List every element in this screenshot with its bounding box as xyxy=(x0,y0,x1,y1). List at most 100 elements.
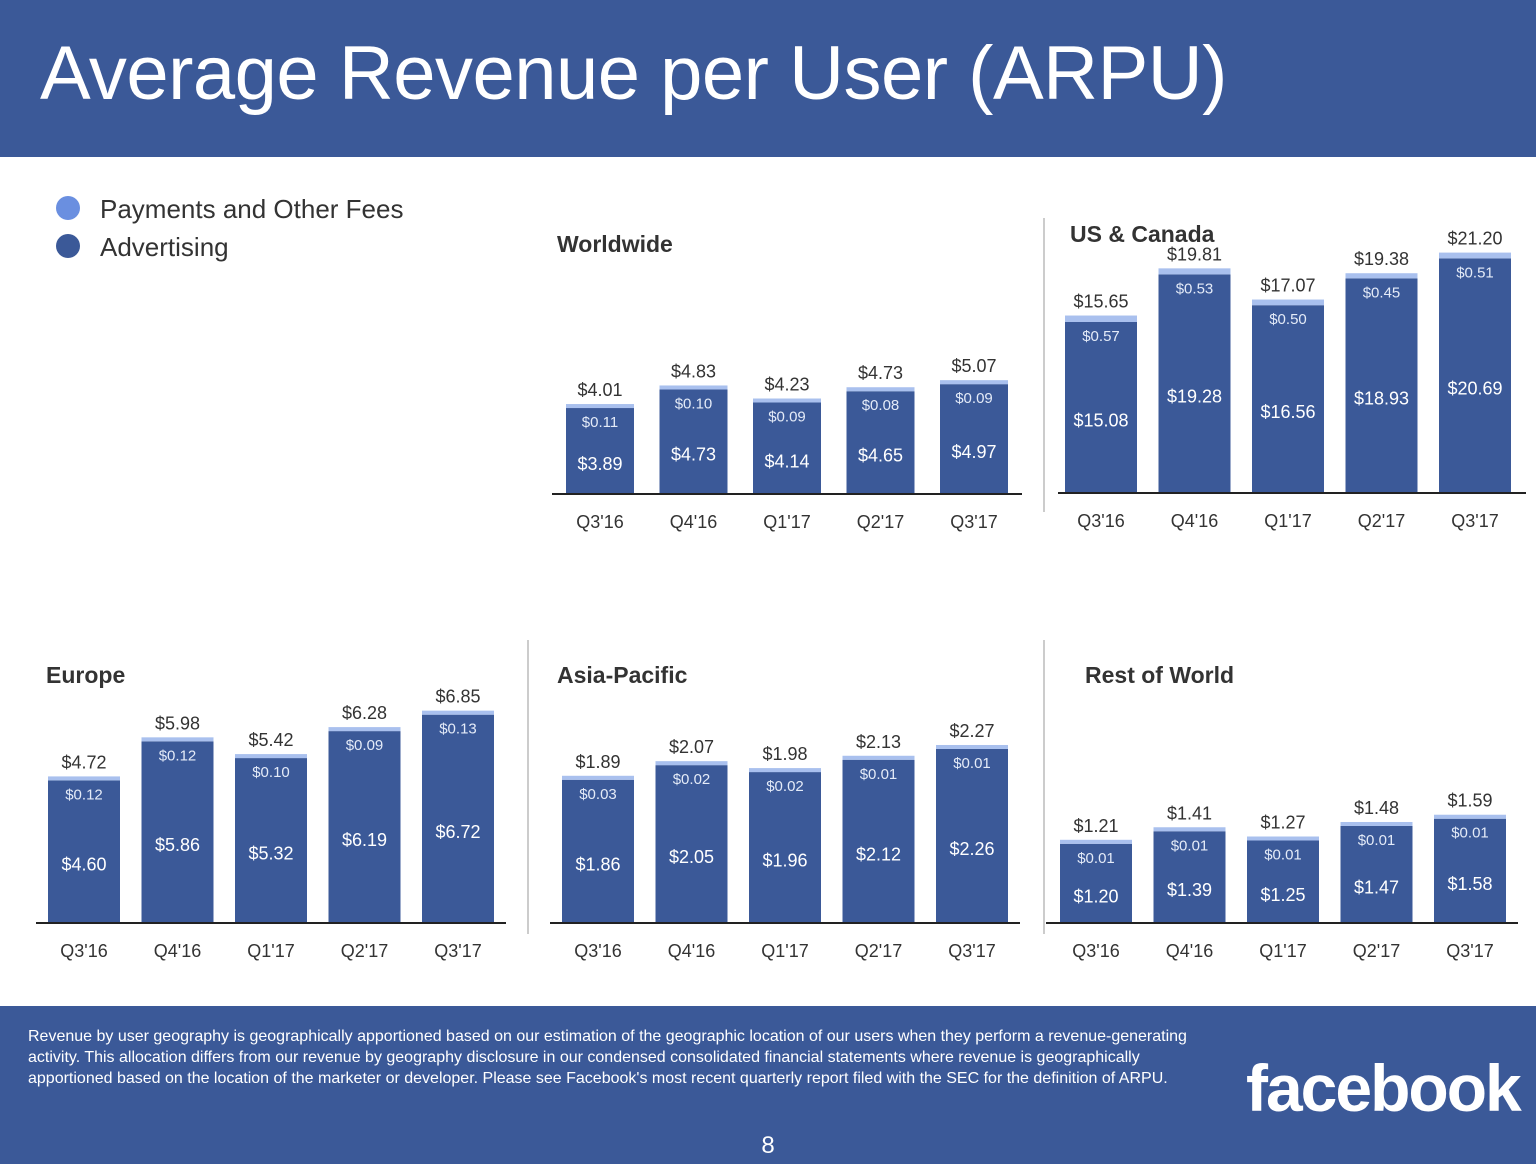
bar-advertising-asia-pacific-q3-16 xyxy=(562,779,634,923)
x-tick-label-asia-pacific-q1-17: Q1'17 xyxy=(761,941,808,961)
x-tick-label-rest-of-world-q3-17: Q3'17 xyxy=(1446,941,1493,961)
bar-payments-worldwide-q2-17 xyxy=(846,387,915,392)
chart-title-worldwide: Worldwide xyxy=(557,231,673,257)
bar-advertising-asia-pacific-q1-17 xyxy=(749,772,821,923)
advertising-label-europe-q1-17: $5.32 xyxy=(248,844,293,864)
payments-label-us-canada-q1-17: $0.50 xyxy=(1269,311,1307,328)
advertising-label-worldwide-q2-17: $4.65 xyxy=(858,446,903,466)
total-label-us-canada-q3-16: $15.65 xyxy=(1073,292,1128,312)
bar-advertising-asia-pacific-q4-16 xyxy=(655,765,728,923)
bar-advertising-europe-q4-16 xyxy=(141,741,214,923)
chart-title-rest-of-world: Rest of World xyxy=(1085,662,1234,688)
chart-worldwide: Worldwide $4.01 $0.11 $3.89 Q3'16 $4.83 $0.10 $… xyxy=(552,231,1022,532)
bar-advertising-worldwide-q3-16 xyxy=(566,408,634,494)
bar-advertising-europe-q2-17 xyxy=(328,731,401,923)
bar-advertising-us-canada-q4-16 xyxy=(1158,274,1231,493)
x-tick-label-worldwide-q4-16: Q4'16 xyxy=(670,512,717,532)
payments-label-rest-of-world-q4-16: $0.01 xyxy=(1171,837,1209,854)
payments-label-europe-q4-16: $0.12 xyxy=(159,747,197,764)
advertising-label-europe-q3-17: $6.72 xyxy=(435,822,480,842)
bar-payments-us-canada-q4-16 xyxy=(1158,268,1231,275)
total-label-us-canada-q4-16: $19.81 xyxy=(1167,244,1222,264)
bar-payments-us-canada-q2-17 xyxy=(1345,273,1418,279)
advertising-label-europe-q2-17: $6.19 xyxy=(342,830,387,850)
bar-advertising-worldwide-q2-17 xyxy=(846,391,915,494)
advertising-label-rest-of-world-q1-17: $1.25 xyxy=(1260,885,1305,905)
legend-swatch-advertising xyxy=(56,234,80,258)
legend-swatch-payments xyxy=(56,196,80,220)
total-label-worldwide-q4-16: $4.83 xyxy=(671,361,716,381)
payments-label-worldwide-q4-16: $0.10 xyxy=(675,395,713,412)
x-tick-label-europe-q3-16: Q3'16 xyxy=(60,941,107,961)
x-tick-label-worldwide-q3-16: Q3'16 xyxy=(576,512,623,532)
chart-asia-pacific: Asia-Pacific $1.89 $0.03 $1.86 Q3'16 $2.07 $0.… xyxy=(550,662,1020,961)
total-label-rest-of-world-q3-17: $1.59 xyxy=(1447,791,1492,811)
bar-advertising-us-canada-q3-17 xyxy=(1439,258,1511,493)
advertising-label-us-canada-q3-17: $20.69 xyxy=(1447,379,1502,399)
bar-payments-rest-of-world-q3-16 xyxy=(1060,839,1132,844)
advertising-label-worldwide-q4-16: $4.73 xyxy=(671,445,716,465)
advertising-label-asia-pacific-q3-17: $2.26 xyxy=(949,839,994,859)
x-tick-label-worldwide-q3-17: Q3'17 xyxy=(950,512,997,532)
bar-payments-rest-of-world-q2-17 xyxy=(1340,821,1413,826)
x-tick-label-asia-pacific-q3-16: Q3'16 xyxy=(574,941,621,961)
total-label-rest-of-world-q3-16: $1.21 xyxy=(1073,816,1118,836)
total-label-worldwide-q2-17: $4.73 xyxy=(858,363,903,383)
x-tick-label-us-canada-q3-16: Q3'16 xyxy=(1077,511,1124,531)
bar-advertising-europe-q3-16 xyxy=(48,780,120,923)
x-tick-label-europe-q3-17: Q3'17 xyxy=(434,941,481,961)
payments-label-europe-q1-17: $0.10 xyxy=(252,764,290,781)
chart-title-asia-pacific: Asia-Pacific xyxy=(557,662,688,688)
payments-label-asia-pacific-q3-16: $0.03 xyxy=(579,786,617,803)
advertising-label-worldwide-q3-17: $4.97 xyxy=(951,442,996,462)
chart-europe: Europe $4.72 $0.12 $4.60 Q3'16 $5.98 $0.12 $5.8… xyxy=(36,662,506,961)
advertising-label-rest-of-world-q4-16: $1.39 xyxy=(1167,880,1212,900)
bar-payments-asia-pacific-q2-17 xyxy=(842,755,915,760)
advertising-label-rest-of-world-q2-17: $1.47 xyxy=(1354,877,1399,897)
bar-payments-worldwide-q3-16 xyxy=(566,404,634,409)
bar-payments-worldwide-q3-17 xyxy=(940,380,1008,385)
advertising-label-europe-q3-16: $4.60 xyxy=(61,855,106,875)
advertising-label-us-canada-q2-17: $18.93 xyxy=(1354,389,1409,409)
bar-advertising-us-canada-q1-17 xyxy=(1252,305,1324,493)
x-tick-label-us-canada-q3-17: Q3'17 xyxy=(1451,511,1498,531)
chart-us-canada: US & Canada $15.65 $0.57 $15.08 Q3'16 $19.81 $… xyxy=(1058,221,1526,531)
bar-payments-us-canada-q1-17 xyxy=(1252,299,1324,306)
bar-payments-europe-q1-17 xyxy=(235,754,307,759)
payments-label-asia-pacific-q4-16: $0.02 xyxy=(673,771,711,788)
total-label-europe-q1-17: $5.42 xyxy=(248,730,293,750)
total-label-asia-pacific-q2-17: $2.13 xyxy=(856,732,901,752)
bar-advertising-worldwide-q3-17 xyxy=(940,384,1008,494)
arpu-charts: Worldwide $4.01 $0.11 $3.89 Q3'16 $4.83 $0.10 $… xyxy=(36,218,1526,961)
total-label-asia-pacific-q3-17: $2.27 xyxy=(949,721,994,741)
bar-payments-worldwide-q4-16 xyxy=(659,385,728,390)
advertising-label-us-canada-q4-16: $19.28 xyxy=(1167,387,1222,407)
bar-advertising-rest-of-world-q3-16 xyxy=(1060,843,1132,923)
total-label-europe-q4-16: $5.98 xyxy=(155,713,200,733)
bar-advertising-rest-of-world-q3-17 xyxy=(1434,818,1506,923)
chart-title-us-canada: US & Canada xyxy=(1070,221,1215,247)
x-tick-label-rest-of-world-q4-16: Q4'16 xyxy=(1166,941,1213,961)
bar-advertising-rest-of-world-q2-17 xyxy=(1340,825,1413,923)
payments-label-rest-of-world-q1-17: $0.01 xyxy=(1264,847,1302,864)
bar-payments-europe-q3-16 xyxy=(48,776,120,781)
payments-label-europe-q2-17: $0.09 xyxy=(346,737,384,754)
bar-advertising-asia-pacific-q3-17 xyxy=(936,748,1008,923)
advertising-label-us-canada-q3-16: $15.08 xyxy=(1073,410,1128,430)
x-tick-label-europe-q2-17: Q2'17 xyxy=(341,941,388,961)
bar-advertising-asia-pacific-q2-17 xyxy=(842,759,915,923)
facebook-logo: facebook xyxy=(1246,1051,1522,1125)
total-label-us-canada-q1-17: $17.07 xyxy=(1260,276,1315,296)
x-tick-label-asia-pacific-q2-17: Q2'17 xyxy=(855,941,902,961)
x-tick-label-europe-q4-16: Q4'16 xyxy=(154,941,201,961)
bar-payments-rest-of-world-q4-16 xyxy=(1153,827,1226,832)
payments-label-rest-of-world-q2-17: $0.01 xyxy=(1358,832,1396,849)
payments-label-asia-pacific-q2-17: $0.01 xyxy=(860,766,898,783)
payments-label-worldwide-q1-17: $0.09 xyxy=(768,409,806,426)
header-banner: Average Revenue per User (ARPU) xyxy=(0,0,1536,157)
payments-label-us-canada-q4-16: $0.53 xyxy=(1176,280,1214,297)
total-label-rest-of-world-q4-16: $1.41 xyxy=(1167,803,1212,823)
x-tick-label-rest-of-world-q3-16: Q3'16 xyxy=(1072,941,1119,961)
payments-label-rest-of-world-q3-17: $0.01 xyxy=(1451,825,1489,842)
bar-advertising-us-canada-q2-17 xyxy=(1345,278,1418,493)
